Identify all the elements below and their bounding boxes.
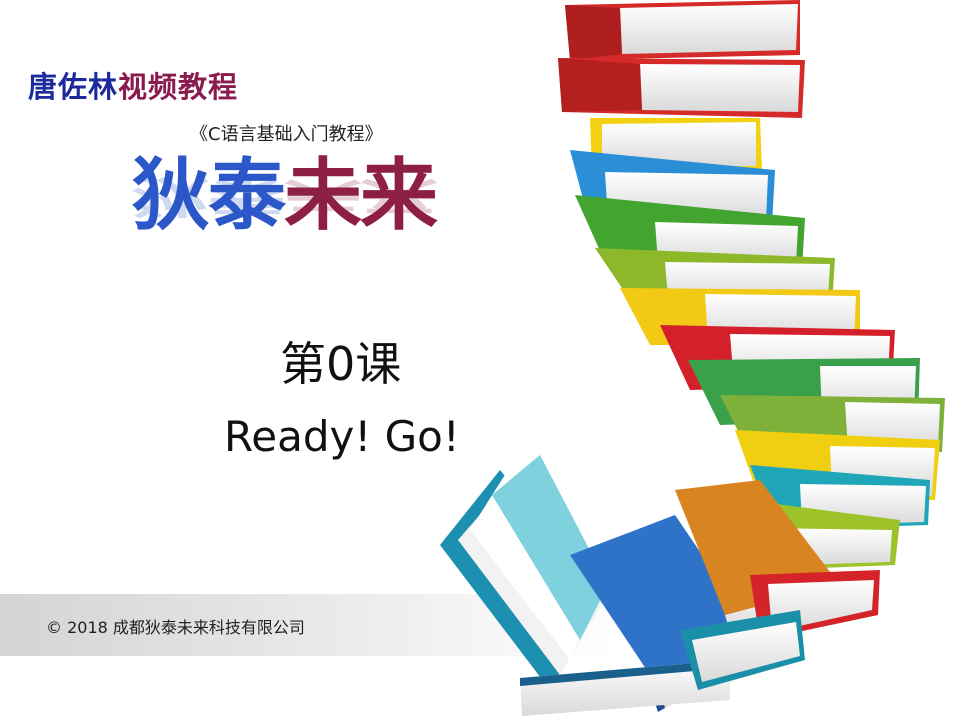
course-title: 《C语言基础入门教程》 bbox=[190, 124, 383, 145]
book-red-2 bbox=[558, 58, 805, 118]
author-name: 唐佐林 bbox=[28, 70, 119, 104]
brand-reflection: 狄泰未来 bbox=[132, 170, 437, 221]
brand-reflection-fade bbox=[132, 236, 492, 284]
tagline: Ready! Go! bbox=[224, 412, 460, 461]
brand-logo: 狄泰未来 狄泰未来 bbox=[132, 148, 492, 284]
open-book-teal bbox=[440, 455, 608, 690]
book-red-1 bbox=[565, 0, 800, 60]
brand-text-part1: 狄泰 bbox=[132, 151, 286, 241]
book-stack-spiral-icon bbox=[440, 0, 945, 716]
book-teal-2 bbox=[680, 610, 805, 690]
book-dark-bottom bbox=[520, 660, 730, 716]
copyright-notice: © 2018 成都狄泰未来科技有限公司 bbox=[46, 618, 305, 637]
brand-text: 狄泰未来 bbox=[132, 148, 438, 244]
lesson-number: 第0课 bbox=[280, 337, 402, 391]
author-suffix: 视频教程 bbox=[118, 70, 239, 104]
brand-text-part2: 未来 bbox=[284, 151, 438, 241]
author-heading: 唐佐林视频教程 bbox=[28, 64, 238, 106]
